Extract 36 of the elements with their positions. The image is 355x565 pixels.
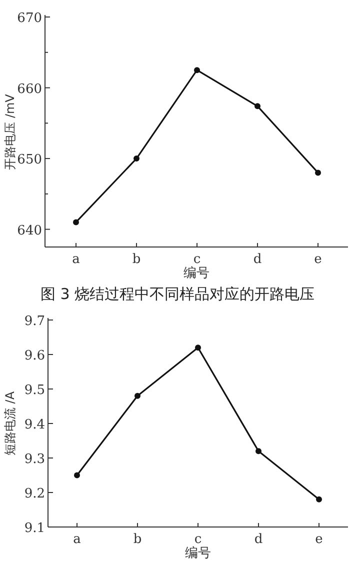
x-tick-label: e	[315, 532, 324, 547]
y-tick-label: 9.5	[24, 383, 45, 398]
x-axis-title: 编号	[185, 546, 211, 561]
x-tick-label: a	[72, 252, 80, 267]
point	[254, 103, 260, 110]
point	[256, 448, 262, 454]
y-tick-label: 650	[17, 152, 42, 168]
y-tick-label: 9.2	[24, 486, 45, 502]
point	[134, 392, 140, 399]
y-tick-label: 9.1	[24, 521, 45, 536]
caption: 图 3 烧结过程中不同样品对应的开路电压	[40, 285, 315, 303]
point	[194, 67, 200, 74]
x-tick-label: d	[253, 252, 262, 267]
x-tick-label: c	[193, 252, 201, 267]
y-axis-title: 开路电压 /mV	[3, 93, 17, 170]
x-axis-title: 编号	[184, 266, 210, 281]
y-tick-label: 640	[17, 223, 42, 238]
y-tick-label: 9.3	[24, 452, 45, 467]
y-tick-label: 9.6	[24, 348, 45, 364]
point	[195, 344, 201, 351]
x-tick-label: a	[73, 532, 82, 547]
point	[73, 219, 79, 226]
point	[315, 170, 321, 176]
x-tick-label: b	[132, 252, 141, 267]
y-tick-label: 660	[17, 82, 42, 97]
y-tick-label: 9.4	[24, 418, 45, 432]
point	[74, 472, 80, 478]
y-axis-title: 短路电流 /A	[3, 390, 17, 456]
x-tick-label: c	[194, 532, 202, 547]
y-tick-label: 9.7	[24, 314, 45, 329]
x-tick-label: b	[133, 532, 142, 547]
y-tick-label: 670	[17, 11, 42, 26]
x-tick-label: d	[254, 532, 263, 547]
x-tick-label: e	[314, 252, 322, 267]
point	[316, 496, 322, 502]
point	[134, 156, 140, 162]
